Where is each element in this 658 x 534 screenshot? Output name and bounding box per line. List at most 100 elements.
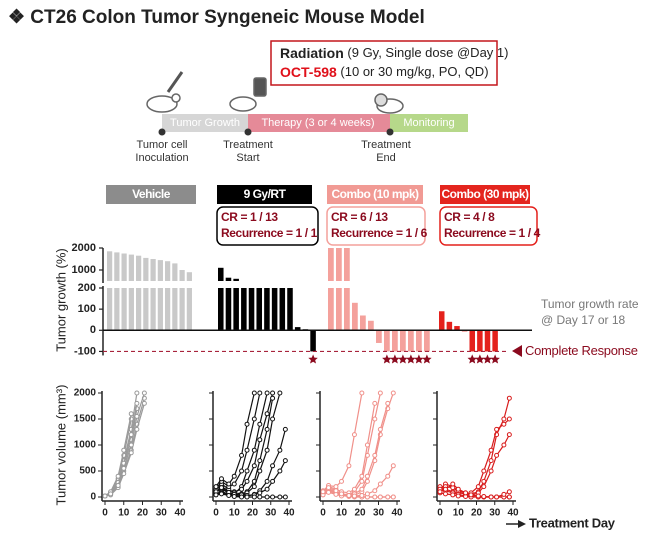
bar — [179, 288, 185, 331]
cr-star — [490, 354, 500, 364]
bar — [150, 259, 156, 281]
data-point — [264, 478, 270, 484]
bar — [179, 270, 185, 281]
recurrence-text: Recurrence = 1 / 1 — [221, 226, 318, 240]
reference-arrow — [512, 345, 522, 357]
x-tick-label: 10 — [453, 508, 465, 519]
milestone-label: Inoculation — [135, 152, 188, 164]
phase-bar — [248, 114, 390, 132]
bar — [121, 253, 127, 281]
x-tick-label: 0 — [213, 508, 219, 519]
bar — [469, 330, 475, 352]
data-point — [115, 483, 121, 489]
data-point — [488, 458, 494, 464]
data-point — [270, 478, 276, 484]
data-point — [475, 484, 481, 490]
data-point — [377, 390, 383, 396]
data-point — [377, 481, 383, 487]
bar — [287, 288, 293, 331]
cr-star — [308, 354, 318, 364]
data-point — [488, 468, 494, 474]
data-point — [377, 494, 383, 500]
series-line — [439, 398, 510, 495]
data-point — [501, 442, 507, 448]
cr-star — [467, 354, 477, 364]
series-line — [322, 392, 381, 496]
bar — [408, 330, 414, 352]
bar — [128, 288, 134, 331]
radiation-bold: Radiation — [280, 45, 344, 61]
data-point — [333, 484, 339, 490]
series-line — [215, 392, 261, 490]
y-tick-label: 2000 — [72, 242, 96, 254]
cr-star — [422, 354, 432, 364]
bar — [143, 257, 149, 281]
bar — [376, 330, 382, 343]
data-point — [257, 390, 263, 396]
data-point — [372, 416, 378, 422]
data-point — [390, 390, 396, 396]
bar — [157, 288, 163, 331]
bar — [400, 330, 406, 352]
phase-label: Tumor Growth — [170, 117, 240, 129]
bar — [454, 326, 460, 331]
data-point — [218, 476, 224, 482]
bar — [143, 288, 149, 331]
bar — [492, 330, 498, 352]
milestone-label: End — [376, 152, 396, 164]
milestone-label: Tumor cell — [137, 139, 188, 151]
cr-text: CR = 6 / 13 — [331, 210, 388, 224]
x-tick-label: 0 — [320, 508, 326, 519]
data-point — [506, 494, 512, 500]
radiation-rest: (9 Gy, Single dose @Day 1) — [344, 45, 509, 60]
data-point — [506, 416, 512, 422]
data-point — [239, 452, 245, 458]
bar — [271, 288, 278, 331]
data-point — [501, 416, 507, 422]
data-point — [231, 481, 237, 487]
data-point — [277, 390, 283, 396]
x-tick-label: 10 — [229, 508, 241, 519]
y-tick-label: -100 — [74, 345, 96, 357]
bar — [477, 330, 483, 352]
data-point — [264, 494, 270, 500]
reference-label: Complete Response — [525, 343, 638, 358]
data-point — [277, 447, 283, 453]
data-point — [213, 492, 219, 498]
data-point — [244, 447, 250, 453]
data-point — [239, 494, 245, 500]
x-tick-label: 20 — [247, 508, 259, 519]
data-point — [239, 486, 245, 492]
data-point — [121, 447, 127, 453]
bar — [241, 288, 247, 331]
data-point — [257, 490, 263, 496]
series-line — [215, 398, 274, 495]
phase-label: Therapy (3 or 4 weeks) — [261, 117, 374, 129]
data-point — [134, 426, 140, 432]
bar — [107, 288, 113, 331]
group-name: 9 Gy/RT — [244, 187, 287, 201]
data-point — [506, 489, 512, 495]
cr-box — [216, 206, 319, 246]
data-point — [326, 485, 332, 491]
cr-box — [439, 206, 538, 246]
bar — [336, 248, 342, 281]
x-tick-label: 40 — [283, 508, 295, 519]
data-point — [359, 390, 365, 396]
bar — [233, 278, 239, 281]
data-point — [257, 494, 263, 500]
title: ❖ CT26 Colon Tumor Syngeneic Mouse Model — [8, 7, 425, 28]
data-point — [218, 491, 224, 497]
data-point — [270, 416, 276, 422]
bar — [114, 252, 120, 281]
data-point — [390, 463, 396, 469]
data-point — [251, 447, 257, 453]
data-point — [244, 421, 250, 427]
cr-text: CR = 1 / 13 — [221, 210, 278, 224]
bar — [218, 267, 224, 281]
data-point — [270, 463, 276, 469]
data-point — [218, 485, 224, 491]
cr-star — [482, 354, 493, 364]
bar — [360, 315, 366, 331]
data-point — [257, 421, 263, 427]
